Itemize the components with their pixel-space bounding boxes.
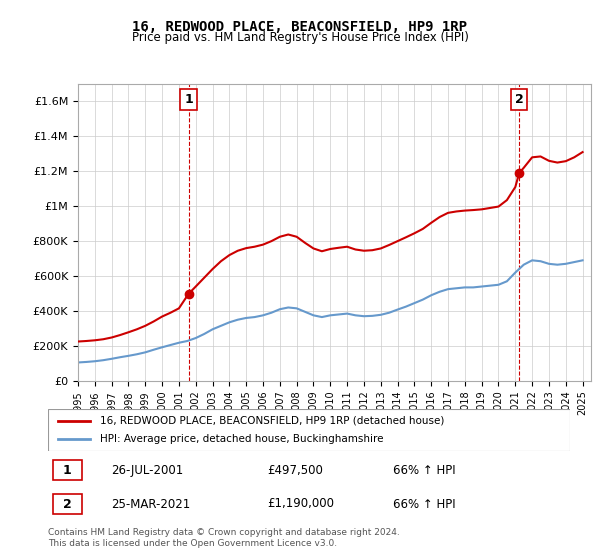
Text: This data is licensed under the Open Government Licence v3.0.: This data is licensed under the Open Gov…	[48, 539, 337, 548]
Text: Contains HM Land Registry data © Crown copyright and database right 2024.: Contains HM Land Registry data © Crown c…	[48, 528, 400, 536]
Text: 66% ↑ HPI: 66% ↑ HPI	[392, 497, 455, 511]
Text: HPI: Average price, detached house, Buckinghamshire: HPI: Average price, detached house, Buck…	[100, 434, 384, 444]
Text: Price paid vs. HM Land Registry's House Price Index (HPI): Price paid vs. HM Land Registry's House …	[131, 31, 469, 44]
Text: 16, REDWOOD PLACE, BEACONSFIELD, HP9 1RP (detached house): 16, REDWOOD PLACE, BEACONSFIELD, HP9 1RP…	[100, 416, 445, 426]
Text: 1: 1	[63, 464, 71, 477]
Text: £1,190,000: £1,190,000	[267, 497, 334, 511]
FancyBboxPatch shape	[48, 409, 570, 451]
Text: 2: 2	[63, 497, 71, 511]
Text: 16, REDWOOD PLACE, BEACONSFIELD, HP9 1RP: 16, REDWOOD PLACE, BEACONSFIELD, HP9 1RP	[133, 20, 467, 34]
Text: 66% ↑ HPI: 66% ↑ HPI	[392, 464, 455, 477]
Text: 1: 1	[184, 93, 193, 106]
FancyBboxPatch shape	[53, 460, 82, 480]
Text: £497,500: £497,500	[267, 464, 323, 477]
Text: 25-MAR-2021: 25-MAR-2021	[110, 497, 190, 511]
FancyBboxPatch shape	[53, 494, 82, 514]
Text: 26-JUL-2001: 26-JUL-2001	[110, 464, 183, 477]
Text: 2: 2	[515, 93, 524, 106]
